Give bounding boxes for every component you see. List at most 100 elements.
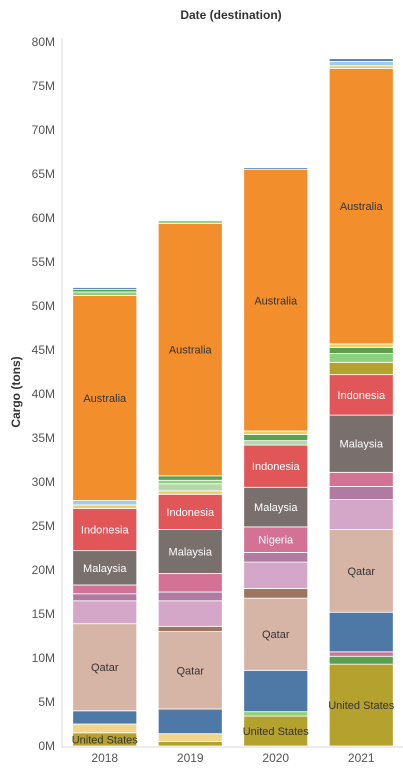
segment[interactable] xyxy=(243,440,309,446)
segment[interactable] xyxy=(72,584,138,595)
segment[interactable] xyxy=(243,434,309,442)
segment[interactable] xyxy=(243,561,309,589)
chart-title: Date (destination) xyxy=(180,8,281,22)
bars-group: United States Qatar Malaysia Indonesia Austr… xyxy=(72,58,395,747)
segment[interactable] xyxy=(157,479,223,485)
bar-2018[interactable]: United States Qatar Malaysia Indonesia Austr… xyxy=(72,287,139,747)
y-tick-label: 0M xyxy=(38,739,55,753)
y-tick-label: 20M xyxy=(32,563,55,577)
segment-label: Malaysia xyxy=(254,502,298,514)
segment-qatar[interactable] xyxy=(157,631,223,710)
y-axis: 0M 5M 10M 15M 20M 25M 30M 35M 40M 45M 50M 55M 60M 65M… xyxy=(32,35,63,753)
y-tick-label: 35M xyxy=(32,431,55,445)
segment-label: Nigeria xyxy=(258,535,294,547)
y-tick-label: 75M xyxy=(32,79,55,93)
segment-malaysia[interactable] xyxy=(243,486,309,528)
segment[interactable] xyxy=(72,287,138,290)
y-tick-label: 50M xyxy=(32,299,55,313)
y-tick-label: 55M xyxy=(32,255,55,269)
segment[interactable] xyxy=(72,500,138,506)
segment-label: Qatar xyxy=(262,629,290,641)
segment[interactable] xyxy=(328,361,394,376)
segment[interactable] xyxy=(328,58,394,62)
segment[interactable] xyxy=(72,600,138,625)
segment[interactable] xyxy=(328,346,394,354)
segment[interactable] xyxy=(243,430,309,435)
y-tick-label: 25M xyxy=(32,519,55,533)
segment[interactable] xyxy=(157,741,223,747)
segment[interactable] xyxy=(328,343,394,348)
segment[interactable] xyxy=(328,485,394,500)
segment[interactable] xyxy=(243,588,309,599)
segment-label: Australia xyxy=(83,393,127,405)
segment[interactable] xyxy=(328,655,394,665)
segment-indonesia[interactable] xyxy=(72,507,138,552)
segment-indonesia[interactable] xyxy=(328,374,394,416)
segment-australia[interactable] xyxy=(72,295,138,501)
segment-australia[interactable] xyxy=(157,222,223,477)
y-tick-label: 70M xyxy=(32,123,55,137)
segment-label: United States xyxy=(243,726,310,738)
segment-malaysia[interactable] xyxy=(157,529,223,574)
segment-qatar[interactable] xyxy=(72,623,138,712)
segment-indonesia[interactable] xyxy=(157,493,223,530)
segment-label: Australia xyxy=(340,201,384,213)
x-axis: 2018 2019 2020 2021 xyxy=(62,746,403,765)
segment[interactable] xyxy=(243,669,309,713)
segment-label: Malaysia xyxy=(340,439,384,451)
y-tick-label: 10M xyxy=(32,651,55,665)
segment-malaysia[interactable] xyxy=(72,550,138,586)
segment[interactable] xyxy=(72,593,138,602)
segment[interactable] xyxy=(328,471,394,487)
segment[interactable] xyxy=(243,167,309,170)
segment-label: Qatar xyxy=(91,662,119,674)
segment[interactable] xyxy=(328,60,394,67)
segment[interactable] xyxy=(328,499,394,530)
segment[interactable] xyxy=(157,600,223,627)
segment[interactable] xyxy=(157,591,223,602)
y-tick-label: 40M xyxy=(32,387,55,401)
bar-2020[interactable]: United States Qatar Nigeria Malaysia Indones… xyxy=(243,167,310,747)
segment[interactable] xyxy=(157,475,223,481)
segment-label: Indonesia xyxy=(252,461,301,473)
x-tick-label: 2018 xyxy=(91,751,118,765)
segment[interactable] xyxy=(72,291,138,296)
segment[interactable] xyxy=(157,490,223,495)
segment-nigeria[interactable] xyxy=(243,526,309,553)
segment[interactable] xyxy=(157,483,223,492)
segment-label: Indonesia xyxy=(166,507,215,519)
bar-2021[interactable]: United States Qatar Malaysia Indonesia Austr… xyxy=(328,58,395,747)
x-tick-label: 2021 xyxy=(348,751,375,765)
segment[interactable] xyxy=(243,711,309,717)
x-tick-label: 2020 xyxy=(262,751,289,765)
segment[interactable] xyxy=(157,573,223,593)
segment-qatar[interactable] xyxy=(243,597,309,671)
y-tick-label: 80M xyxy=(32,35,55,49)
segment-indonesia[interactable] xyxy=(243,444,309,488)
segment[interactable] xyxy=(72,710,138,725)
segment[interactable] xyxy=(157,625,223,633)
y-tick-label: 45M xyxy=(32,343,55,357)
segment[interactable] xyxy=(157,733,223,742)
segment-label: Australia xyxy=(169,345,213,357)
segment-label: Malaysia xyxy=(83,563,127,575)
segment-label: Indonesia xyxy=(81,525,130,537)
segment[interactable] xyxy=(72,723,138,734)
segment[interactable] xyxy=(157,708,223,735)
segment-label: Qatar xyxy=(347,566,375,578)
segment[interactable] xyxy=(72,504,138,509)
y-axis-title: Cargo (tons) xyxy=(9,356,23,427)
segment[interactable] xyxy=(328,611,394,653)
segment-malaysia[interactable] xyxy=(328,414,394,473)
segment-label: Australia xyxy=(254,295,298,307)
segment-label: United States xyxy=(328,700,395,712)
y-tick-label: 60M xyxy=(32,211,55,225)
segment[interactable] xyxy=(328,353,394,363)
segment-australia[interactable] xyxy=(243,169,309,432)
segment[interactable] xyxy=(328,651,394,657)
bar-2019[interactable]: Qatar Malaysia Indonesia Australia xyxy=(157,220,223,747)
segment[interactable] xyxy=(157,220,223,224)
segment-united-states[interactable] xyxy=(243,715,309,747)
segment[interactable] xyxy=(243,552,309,563)
